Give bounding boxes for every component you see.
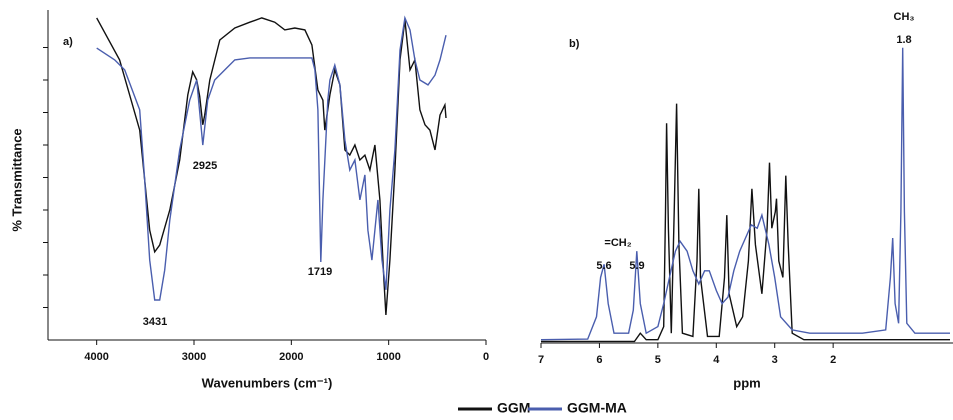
- x-tick-label: 4: [713, 354, 720, 366]
- annotation: 1719: [308, 266, 332, 278]
- spectrum-line: [96, 15, 447, 301]
- legend-label: GGM-MA: [567, 400, 627, 416]
- annotation: b): [569, 38, 580, 50]
- spectrum-line: [96, 17, 447, 316]
- x-tick-label: 7: [538, 354, 544, 366]
- x-tick-label: 3000: [182, 351, 206, 363]
- x-tick-label: 5: [655, 354, 661, 366]
- annotation: 5.9: [629, 260, 644, 272]
- annotation: a): [63, 36, 73, 48]
- legend-label: GGM: [497, 400, 530, 416]
- x-tick-label: 0: [483, 351, 489, 363]
- x-tick-label: 2000: [279, 351, 303, 363]
- x-tick-label: 1000: [376, 351, 400, 363]
- annotation: CH₃: [894, 11, 915, 23]
- annotation: 2925: [193, 160, 217, 172]
- x-tick-label: 3: [772, 354, 778, 366]
- x-tick-label: 4000: [84, 351, 108, 363]
- x-axis-label: ppm: [733, 375, 760, 390]
- annotation: =CH₂: [604, 237, 631, 249]
- spectrum-line: [540, 47, 950, 341]
- x-tick-label: 2: [830, 354, 836, 366]
- x-tick-label: 6: [596, 354, 602, 366]
- annotation: 1.8: [896, 34, 911, 46]
- spectrum-line: [541, 103, 950, 343]
- y-axis-label: % Transmittance: [9, 128, 24, 231]
- annotation: 5.6: [596, 260, 611, 272]
- annotation: 3431: [143, 316, 167, 328]
- x-axis-label: Wavenumbers (cm⁻¹): [202, 375, 333, 390]
